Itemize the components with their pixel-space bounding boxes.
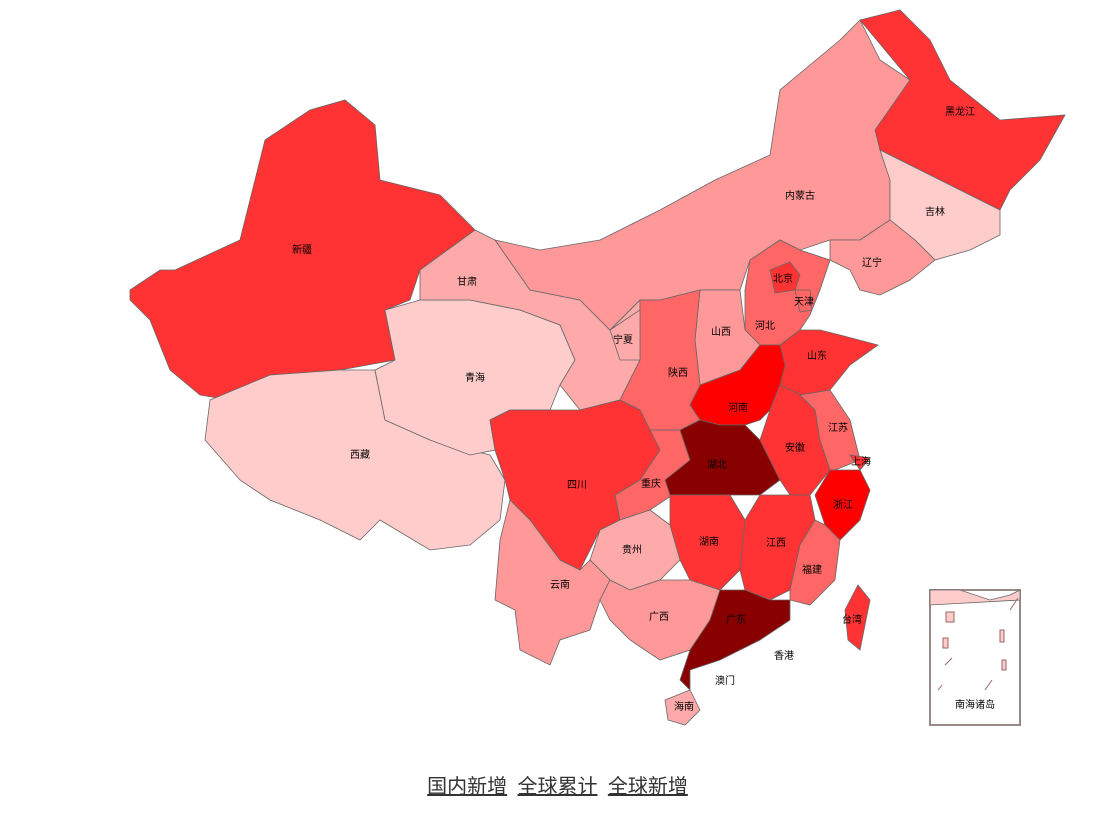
province-label: 台湾	[842, 613, 862, 626]
province-label: 贵州	[622, 543, 642, 556]
link-bar: 国内新增 全球累计 全球新增	[0, 770, 1115, 799]
province	[859, 9, 1066, 211]
province-label: 浙江	[833, 499, 853, 511]
province-label: 云南	[550, 578, 570, 591]
link[interactable]: 全球累计	[517, 774, 598, 798]
inset-coast	[929, 589, 1021, 606]
province-label: 甘肃	[457, 275, 477, 288]
province	[769, 261, 801, 294]
province	[664, 689, 701, 726]
province-label: 江苏	[828, 421, 848, 434]
inset-label: 南海诸岛	[955, 698, 995, 711]
province-label: 山西	[711, 326, 731, 338]
province-label: 广东	[726, 613, 746, 626]
province-label: 河南	[728, 401, 748, 414]
province-label: 广西	[649, 611, 669, 623]
province-label: 新疆	[292, 243, 312, 256]
province-label: 重庆	[641, 477, 661, 490]
inset-islands	[937, 597, 1019, 691]
province-label: 四川	[567, 480, 587, 491]
province	[794, 289, 813, 313]
province	[494, 499, 611, 666]
province-label: 辽宁	[862, 256, 882, 269]
inset-frame	[929, 589, 1021, 726]
province-label: 北京	[773, 272, 793, 285]
province-label: 宁夏	[613, 333, 633, 346]
province-label: 山东	[807, 349, 827, 362]
province-label: 内蒙古	[785, 189, 815, 202]
province-label: 青海	[465, 371, 485, 384]
province-label: 陕西	[668, 366, 688, 379]
province-label: 澳门	[715, 674, 735, 687]
province-label: 香港	[774, 650, 794, 662]
province	[829, 219, 936, 296]
province-label: 西藏	[350, 449, 370, 461]
province	[609, 309, 641, 361]
province-label: 江西	[766, 537, 786, 549]
province-label: 上海	[851, 455, 871, 468]
province-label: 安徽	[785, 441, 805, 454]
province	[779, 329, 879, 396]
province-label: 湖北	[707, 459, 727, 471]
province	[789, 519, 841, 606]
province-label: 天津	[794, 296, 814, 308]
province	[844, 584, 871, 651]
province	[849, 454, 871, 471]
link[interactable]: 国内新增	[427, 774, 508, 798]
province	[494, 19, 911, 331]
province-label: 河北	[755, 320, 775, 332]
province-label: 湖南	[699, 535, 719, 548]
province	[744, 239, 831, 346]
link[interactable]: 全球新增	[607, 774, 688, 798]
province-label: 海南	[674, 700, 694, 713]
province-label: 黑龙江	[945, 105, 975, 118]
province-label: 福建	[802, 563, 822, 576]
province	[679, 589, 791, 691]
province-label: 吉林	[925, 205, 945, 218]
province	[814, 469, 871, 541]
province	[204, 369, 506, 551]
province	[879, 149, 1001, 261]
